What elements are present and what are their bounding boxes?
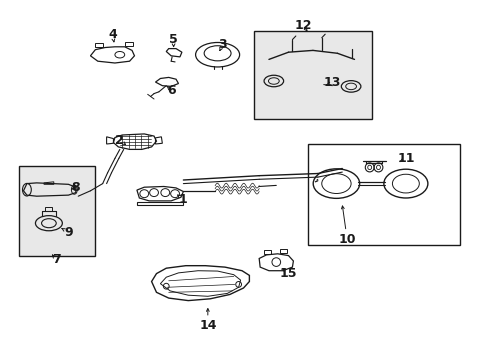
Text: 4: 4 — [108, 28, 117, 41]
Text: 14: 14 — [199, 319, 216, 332]
Text: 2: 2 — [115, 134, 124, 147]
Text: 9: 9 — [64, 226, 73, 239]
Text: 1: 1 — [179, 193, 187, 206]
Text: 12: 12 — [294, 19, 311, 32]
Text: 8: 8 — [71, 181, 80, 194]
Text: 3: 3 — [218, 39, 226, 51]
Text: 6: 6 — [166, 84, 175, 96]
Bar — [307, 144, 459, 245]
Text: 13: 13 — [323, 76, 341, 89]
Text: 10: 10 — [338, 233, 355, 246]
Text: 11: 11 — [396, 152, 414, 165]
Text: 7: 7 — [52, 253, 61, 266]
Text: 5: 5 — [169, 33, 178, 46]
Text: 15: 15 — [279, 267, 297, 280]
Bar — [254, 31, 371, 119]
Bar — [19, 166, 95, 256]
